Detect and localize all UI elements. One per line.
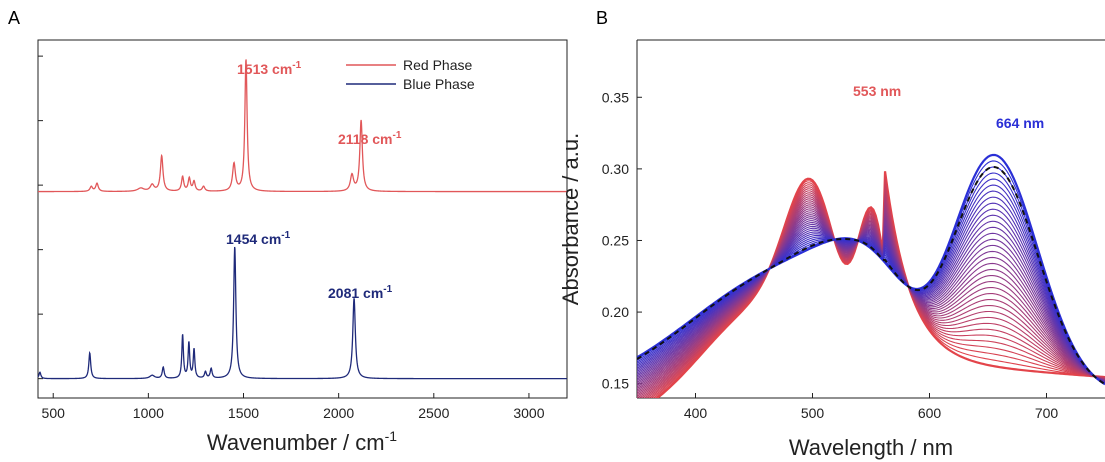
spectrum-line	[637, 214, 1105, 383]
spectrum-line	[643, 186, 1105, 398]
y-tick-label: 0.30	[602, 161, 629, 177]
y-tick-label: 0.25	[602, 232, 629, 248]
panel-b-letter: B	[596, 8, 608, 28]
panel-b-x-ticks: 400 500 600 700	[684, 393, 1059, 421]
spectrum-line	[637, 196, 1105, 384]
spectrum-line	[637, 218, 1105, 382]
spectrum-line	[637, 214, 1105, 385]
peak-annotation: 664 nm	[996, 115, 1044, 131]
panel-b-x-axis-title: Wavelength / nm	[789, 435, 953, 460]
panel-a-x-ticks: 500 1000 1500 2000 2500 3000	[42, 393, 545, 421]
panel-b-annotations: 553 nm 664 nm	[853, 83, 1044, 131]
panel-a-y-ticks	[38, 55, 43, 380]
spectrum-line	[637, 223, 1105, 383]
panel-a-frame	[37, 39, 568, 399]
panel-a-annotations: 1513 cm-1 2118 cm-1 1454 cm-1 2081 cm-1	[226, 60, 402, 301]
dashed-spectrum-line	[637, 165, 1105, 385]
panel-a-letter: A	[8, 8, 20, 28]
panel-a-legend: Red Phase Blue Phase	[346, 57, 475, 92]
spectrum-line	[650, 179, 1105, 398]
spectrum-line	[652, 176, 1105, 398]
x-tick-label: 2000	[323, 405, 354, 421]
panel-b-y-axis-title: Absorbance / a.u.	[558, 133, 583, 305]
spectrum-line	[655, 171, 1105, 398]
spectrum-line	[637, 197, 1105, 397]
x-tick-label: 600	[918, 405, 942, 421]
y-tick-label: 0.35	[602, 89, 629, 105]
spectrum-line	[637, 220, 1105, 383]
panel-a-x-axis-title: Wavenumber / cm-1	[207, 428, 397, 455]
spectrum-line	[640, 189, 1105, 398]
y-tick-label: 0.20	[602, 304, 629, 320]
legend-label-blue-phase: Blue Phase	[403, 76, 475, 92]
x-tick-label: 3000	[513, 405, 544, 421]
x-tick-label: 500	[42, 405, 66, 421]
spectrum-line	[637, 199, 1105, 396]
panel-a-series	[37, 59, 567, 380]
spectrum-line	[637, 204, 1105, 393]
spectrum-line	[637, 206, 1105, 391]
legend-label-red-phase: Red Phase	[403, 57, 472, 73]
panel-b-y-ticks: 0.15 0.20 0.25 0.30 0.35	[602, 89, 642, 392]
x-tick-label: 2500	[418, 405, 449, 421]
peak-annotation: 2081 cm-1	[328, 284, 393, 301]
spectrum-line	[648, 181, 1105, 398]
spectrum-line	[637, 166, 1105, 385]
spectrum-line	[645, 184, 1105, 398]
x-tick-label: 400	[684, 405, 708, 421]
peak-annotation: 1454 cm-1	[226, 230, 291, 247]
spectrum-line	[637, 222, 1105, 383]
spectrum-line	[637, 216, 1105, 383]
peak-annotation: 1513 cm-1	[237, 60, 302, 77]
peak-annotation: 553 nm	[853, 83, 901, 99]
peak-annotation: 2118 cm-1	[338, 130, 402, 147]
spectrum-line	[637, 202, 1105, 394]
spectrum-line	[637, 172, 1105, 385]
spectrum-line	[637, 202, 1105, 384]
y-tick-label: 0.15	[602, 376, 629, 392]
series-red-phase	[38, 59, 567, 193]
spectrum-line	[637, 190, 1105, 384]
spectrum-line	[637, 210, 1105, 388]
panel-b-chart: 0.15 0.20 0.25 0.30 0.35 400 500 600 700 553 nm…	[558, 39, 1105, 460]
spectrum-line	[637, 208, 1105, 389]
spectrum-line	[654, 173, 1105, 398]
x-tick-label: 700	[1035, 405, 1059, 421]
x-tick-label: 1500	[228, 405, 259, 421]
spectrum-line	[637, 208, 1105, 383]
spectrum-line	[637, 194, 1105, 398]
spectrum-line	[637, 184, 1105, 384]
x-tick-label: 500	[801, 405, 825, 421]
panel-a-chart: 500 1000 1500 2000 2500 3000 1513 cm-1 2118 cm…	[37, 39, 568, 455]
spectrum-line	[637, 212, 1105, 386]
spectrum-line	[637, 178, 1105, 384]
panel-b-series	[637, 153, 1105, 398]
x-tick-label: 1000	[133, 405, 164, 421]
spectrum-line	[637, 220, 1105, 382]
spectrum-line	[638, 192, 1105, 398]
series-blue-phase	[37, 246, 567, 380]
